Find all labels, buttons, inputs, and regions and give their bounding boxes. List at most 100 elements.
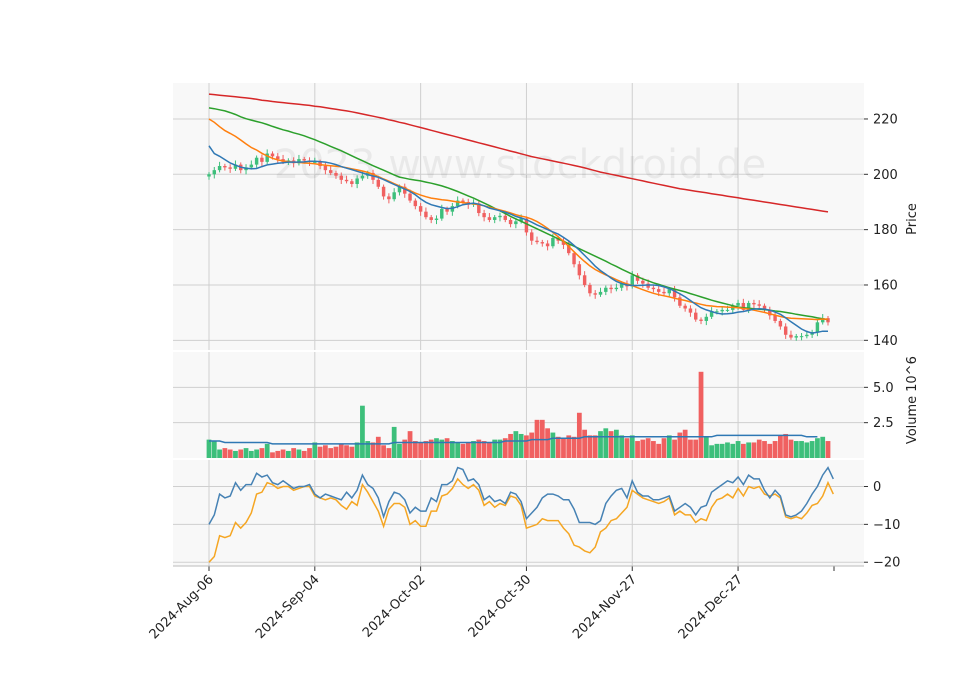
candle-body — [492, 217, 497, 220]
candle-body — [762, 305, 767, 310]
candle-body — [694, 312, 698, 320]
candle-body — [635, 275, 640, 281]
candle-body — [455, 200, 460, 207]
volume-bar — [455, 442, 461, 458]
volume-bar — [481, 441, 487, 458]
candle-body — [688, 308, 693, 313]
volume-ma-line — [209, 434, 818, 445]
candle-body — [260, 157, 264, 162]
candle-body — [572, 253, 576, 265]
volume-bar — [645, 438, 651, 458]
candle-body — [323, 166, 328, 171]
volume-bar — [778, 435, 783, 458]
candle-body — [408, 193, 412, 201]
candle-body — [720, 309, 724, 312]
volume-bar — [629, 435, 635, 458]
price-tick-label: 220 — [873, 112, 898, 127]
candle-body — [387, 196, 391, 200]
volume-bar — [640, 439, 646, 458]
candle-body — [773, 315, 777, 321]
x-tick-label: 2024-Dec-27 — [676, 572, 746, 642]
macd-tick-label: 0 — [873, 480, 881, 495]
volume-bar — [270, 452, 275, 458]
candle-body — [630, 275, 634, 287]
volume-bar — [428, 439, 434, 458]
volume-bar — [492, 439, 498, 458]
candle-body — [614, 287, 619, 290]
volume-bar — [751, 442, 757, 458]
candle-body — [672, 289, 677, 298]
volume-bar — [471, 441, 476, 458]
candle-body — [477, 203, 481, 214]
volume-bar — [254, 449, 259, 458]
volume-scale-label: 10^6 — [905, 356, 920, 392]
volume-bar — [502, 438, 508, 458]
volume-bar — [412, 441, 418, 458]
candle-body — [704, 316, 709, 321]
candle-body — [344, 179, 349, 182]
volume-bar — [566, 435, 572, 458]
candle-body — [567, 244, 571, 254]
candle-body — [715, 311, 719, 313]
volume-bar — [307, 448, 312, 458]
volume-bar — [423, 441, 429, 458]
volume-bar — [418, 442, 424, 458]
candle-body — [725, 309, 730, 311]
volume-bar — [661, 438, 667, 458]
candle-body — [519, 218, 523, 222]
volume-bar — [386, 448, 392, 458]
volume-bar — [444, 438, 450, 458]
candle-body — [768, 309, 772, 316]
macd-lines — [208, 466, 834, 563]
candle-body — [609, 287, 613, 290]
volume-bar — [285, 450, 291, 458]
volume-bar — [793, 441, 799, 458]
x-tick-label: 2024-Sep-04 — [253, 572, 323, 642]
candle-body — [641, 280, 645, 284]
candle-body — [487, 217, 492, 220]
volume-bar — [375, 436, 381, 458]
candle-body — [741, 302, 746, 310]
volume-bar — [592, 435, 598, 458]
volume-bar — [381, 445, 386, 458]
volume-bar — [677, 432, 683, 458]
volume-bar — [767, 443, 773, 458]
candle-body — [503, 215, 507, 220]
volume-bar — [360, 405, 365, 458]
volume-bar — [545, 428, 550, 458]
volume-bar — [301, 450, 307, 458]
candle-body — [535, 240, 539, 243]
candle-body — [297, 159, 301, 164]
candle-body — [709, 311, 714, 317]
volume-bar — [709, 445, 714, 458]
candle-body — [530, 232, 534, 241]
volume-bar — [217, 449, 222, 458]
candle-body — [381, 186, 386, 197]
volume-bar — [619, 435, 625, 458]
candle-body — [328, 170, 333, 173]
candle-body — [588, 284, 592, 294]
candle-body — [736, 302, 740, 306]
volume-bar — [449, 441, 455, 458]
volume-bar — [730, 443, 736, 458]
candle-body — [815, 322, 820, 333]
volume-bar — [624, 438, 630, 458]
signal-line — [208, 477, 834, 563]
volume-bar — [328, 448, 334, 458]
candle-body — [212, 170, 217, 175]
volume-bar — [370, 442, 376, 458]
candle-body — [207, 174, 211, 177]
candle-body — [683, 305, 687, 309]
volume-bar — [635, 441, 640, 458]
candle-body — [429, 217, 433, 220]
volume-bar — [312, 442, 318, 458]
volume-bar — [746, 442, 752, 458]
volume-bar — [407, 431, 413, 458]
candle-body — [794, 336, 798, 338]
volume-bar — [714, 443, 720, 458]
candle-body — [783, 326, 788, 335]
candle-body — [413, 200, 418, 207]
volume-bar — [688, 439, 693, 458]
candle-body — [440, 208, 444, 219]
candle-body — [339, 175, 343, 180]
